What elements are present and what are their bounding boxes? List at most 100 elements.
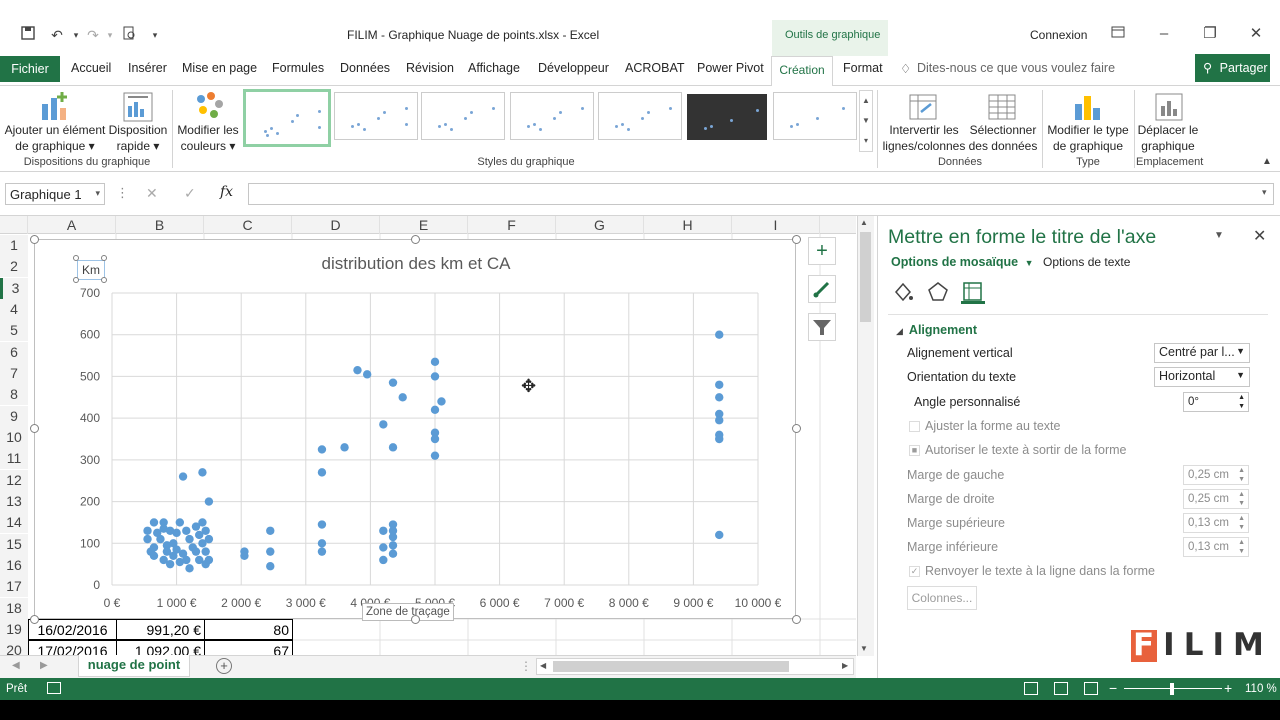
- data-point[interactable]: [165, 526, 175, 535]
- select-data-icon[interactable]: [986, 90, 1020, 124]
- data-point[interactable]: [388, 378, 398, 387]
- column-header[interactable]: D: [292, 216, 380, 234]
- data-point[interactable]: [204, 555, 214, 565]
- scroll-down-icon[interactable]: ▼: [862, 116, 870, 125]
- title-handle[interactable]: [101, 277, 107, 283]
- move-chart-icon[interactable]: [1152, 90, 1186, 124]
- insert-function-icon[interactable]: fx: [220, 184, 234, 200]
- data-point[interactable]: [317, 445, 327, 454]
- row-header[interactable]: 12: [0, 470, 28, 492]
- select-data-button[interactable]: Sélectionner des données: [966, 122, 1040, 154]
- table-cell[interactable]: 80: [204, 619, 293, 640]
- table-cell[interactable]: 16/02/2016: [28, 619, 117, 640]
- margin-top-spinner[interactable]: 0,13 cm ▲ ▼: [1183, 513, 1249, 533]
- ribbon-display-icon[interactable]: [1100, 22, 1136, 46]
- data-point[interactable]: [195, 530, 204, 540]
- data-point[interactable]: [156, 534, 165, 544]
- row-header[interactable]: 1: [0, 235, 28, 257]
- fill-line-icon[interactable]: [891, 280, 915, 304]
- tab-chart-design[interactable]: Création: [771, 56, 833, 86]
- custom-angle-spinner[interactable]: 0° ▲ ▼: [1183, 392, 1249, 412]
- more-styles-icon[interactable]: ▾: [863, 136, 868, 145]
- columns-button[interactable]: Colonnes...: [907, 586, 977, 610]
- row-header[interactable]: 6: [0, 342, 28, 364]
- tab-acrobat[interactable]: ACROBAT: [625, 61, 685, 75]
- data-point[interactable]: [169, 551, 178, 560]
- data-point[interactable]: [379, 526, 388, 535]
- spinner-arrows-icon[interactable]: ▲ ▼: [1238, 515, 1245, 531]
- data-point[interactable]: [340, 443, 349, 452]
- page-break-view-icon[interactable]: [1084, 682, 1098, 695]
- chart-style-7[interactable]: [773, 92, 857, 140]
- row-header[interactable]: 7: [0, 363, 28, 385]
- change-chart-type-button[interactable]: Modifier le type de graphique: [1044, 122, 1132, 154]
- data-point[interactable]: [169, 539, 178, 548]
- row-header[interactable]: 19: [0, 619, 28, 641]
- data-point[interactable]: [266, 547, 275, 556]
- scatter-chart[interactable]: 0 €1 000 €2 000 €3 000 €4 000 €5 000 €6 …: [30, 235, 801, 624]
- move-chart-button[interactable]: Déplacer le graphique: [1136, 122, 1200, 154]
- row-header[interactable]: 18: [0, 598, 28, 620]
- tab-data[interactable]: Données: [340, 61, 391, 75]
- column-header[interactable]: A: [28, 216, 116, 234]
- scroll-left-icon[interactable]: ◀: [540, 661, 547, 670]
- title-handle[interactable]: [73, 255, 79, 261]
- data-point[interactable]: [379, 543, 388, 552]
- data-point[interactable]: [175, 518, 185, 527]
- data-point[interactable]: [388, 443, 398, 452]
- data-point[interactable]: [178, 549, 188, 558]
- data-point[interactable]: [198, 518, 207, 527]
- size-properties-icon[interactable]: [961, 280, 985, 304]
- chart-style-4[interactable]: [510, 92, 594, 140]
- data-point[interactable]: [159, 555, 168, 565]
- data-point[interactable]: [172, 528, 181, 538]
- data-point[interactable]: [430, 451, 440, 460]
- data-point[interactable]: [388, 541, 398, 550]
- zoom-level[interactable]: 110 %: [1245, 683, 1277, 695]
- data-point[interactable]: [430, 434, 440, 444]
- column-header[interactable]: I: [732, 216, 820, 234]
- tab-home[interactable]: Accueil: [71, 61, 112, 75]
- resize-handle[interactable]: [411, 235, 420, 244]
- margin-bottom-spinner[interactable]: 0,13 cm ▲ ▼: [1183, 537, 1249, 557]
- select-all-corner[interactable]: [0, 216, 28, 234]
- data-point[interactable]: [178, 472, 188, 481]
- data-point[interactable]: [388, 520, 398, 529]
- resize-handle[interactable]: [792, 235, 801, 244]
- add-chart-element-icon[interactable]: [38, 90, 72, 124]
- chart-filter-icon[interactable]: [808, 313, 836, 341]
- scrollbar-thumb[interactable]: [553, 661, 789, 672]
- sheet-tab[interactable]: nuage de point: [78, 655, 190, 677]
- data-point[interactable]: [191, 547, 201, 556]
- spinner-arrows-icon[interactable]: ▲ ▼: [1238, 394, 1245, 410]
- close-pane-icon[interactable]: ✕: [1253, 228, 1267, 245]
- section-alignment[interactable]: ◢ Alignement: [896, 323, 977, 337]
- macro-record-icon[interactable]: [47, 682, 61, 694]
- switch-row-column-icon[interactable]: [907, 90, 941, 124]
- data-point[interactable]: [388, 549, 398, 558]
- resize-handle[interactable]: [792, 615, 801, 624]
- collapse-ribbon-icon[interactable]: ▲: [1262, 156, 1272, 167]
- y-axis-title[interactable]: Km: [77, 260, 105, 280]
- tab-chart-format[interactable]: Format: [843, 61, 883, 75]
- formula-input[interactable]: [248, 183, 1274, 205]
- scroll-right-icon[interactable]: ▶: [842, 661, 849, 670]
- resize-handle[interactable]: [30, 424, 39, 433]
- page-layout-view-icon[interactable]: [1054, 682, 1068, 695]
- add-chart-element-button[interactable]: Ajouter un élément de graphique ▾: [4, 122, 106, 154]
- data-point[interactable]: [201, 547, 210, 556]
- chart-style-5[interactable]: [598, 92, 682, 140]
- print-preview-icon[interactable]: [120, 26, 138, 44]
- data-point[interactable]: [149, 551, 159, 560]
- chart-title[interactable]: distribution des km et CA: [321, 254, 511, 273]
- vertical-align-select[interactable]: Centré par l... ▼: [1154, 343, 1250, 363]
- tab-view[interactable]: Affichage: [468, 61, 520, 75]
- row-header[interactable]: 4: [0, 299, 28, 321]
- save-icon[interactable]: [19, 26, 37, 44]
- share-button[interactable]: ⚲ Partager: [1195, 54, 1270, 82]
- row-header[interactable]: 11: [0, 448, 28, 470]
- row-header[interactable]: 17: [0, 576, 28, 598]
- chart-style-6[interactable]: [687, 94, 767, 140]
- resize-handle[interactable]: [792, 424, 801, 433]
- column-header[interactable]: B: [116, 216, 204, 234]
